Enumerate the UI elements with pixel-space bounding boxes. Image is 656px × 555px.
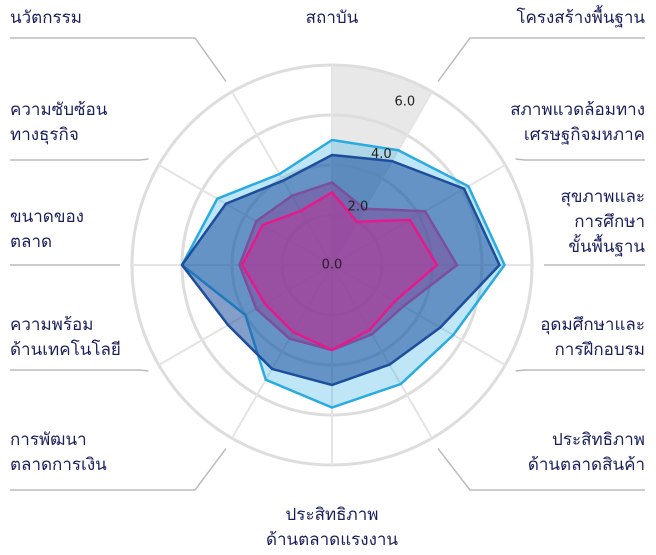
- axis-label: ประสิทธิภาพ ด้านตลาดสินค้า: [527, 430, 645, 475]
- axis-label: โครงสร้างพื้นฐาน: [516, 8, 645, 28]
- leader-line: [10, 158, 149, 161]
- axis-label: ความซับซ้อน ทางธุรกิจ: [10, 100, 108, 145]
- axis-label: นวัตกรรม: [10, 8, 82, 28]
- axis-label: ความพร้อม ด้านเทคโนโลยี: [10, 315, 121, 360]
- axis-label: สุขภาพและ การศึกษา ขั้นพื้นฐาน: [560, 187, 645, 257]
- leader-line: [515, 369, 645, 372]
- axis-label: สภาพแวดล้อมทาง เศรษฐกิจมหภาค: [510, 100, 645, 145]
- leader-line: [10, 37, 227, 82]
- tick-label: 6.0: [394, 95, 415, 110]
- tick-label: 2.0: [348, 200, 369, 215]
- leader-line: [437, 448, 645, 491]
- axis-label: ขนาดของ ตลาด: [10, 207, 84, 252]
- leader-line: [10, 369, 149, 372]
- tick-label: 0.0: [322, 258, 343, 273]
- axis-label: สถาบัน: [305, 8, 359, 28]
- axis-label: อุดมศึกษาและ การฝึกอบรม: [540, 315, 645, 360]
- leader-line: [437, 37, 645, 82]
- leader-line: [10, 448, 227, 491]
- series-area: [240, 190, 439, 352]
- axis-label: การพัฒนา ตลาดการเงิน: [10, 430, 107, 475]
- axis-label: ประสิทธิภาพ ด้านตลาดแรงงาน: [265, 505, 399, 550]
- tick-label: 4.0: [371, 147, 392, 162]
- leader-line: [515, 158, 645, 161]
